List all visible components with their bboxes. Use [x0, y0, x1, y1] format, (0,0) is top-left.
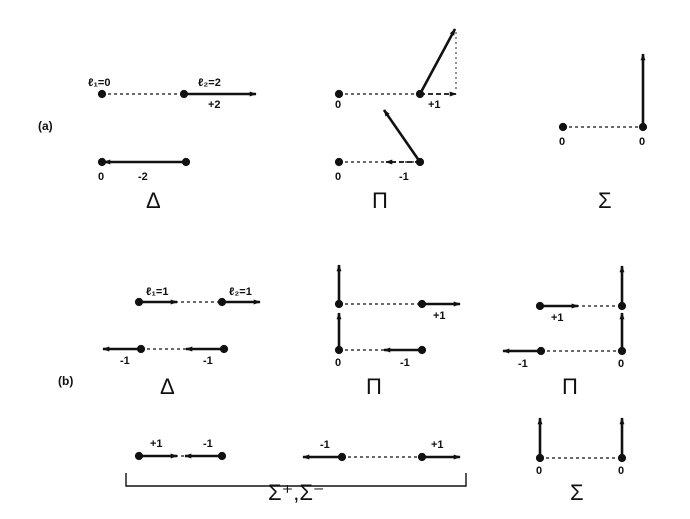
label-l1-eq-0: ℓ₁=0	[88, 77, 110, 89]
label-plus1: +1	[433, 310, 446, 322]
symbol-pi: Π	[372, 188, 388, 213]
label-minus1: -1	[400, 357, 410, 369]
vector-tilted-up	[418, 28, 457, 95]
label-zero: 0	[335, 357, 341, 369]
delta-a-group: ℓ₁=0 ℓ₂=2 +2 0 -2 Δ	[88, 77, 257, 213]
label-plus1: +1	[431, 439, 444, 451]
label-zero: 0	[335, 171, 341, 183]
sigma-b-group: 0 0 Σ	[535, 417, 627, 505]
label-minus1: -1	[120, 355, 130, 367]
label-plus1: +1	[428, 99, 441, 111]
nucleus-dot	[97, 89, 107, 99]
label-plus2: +2	[208, 99, 221, 111]
label-plus1: +1	[551, 312, 564, 324]
symbol-sigma: Σ	[598, 188, 612, 213]
symbol-pi: Π	[366, 374, 382, 399]
symbol-delta: Δ	[146, 188, 161, 213]
label-minus1: -1	[203, 355, 213, 367]
label-zero: 0	[639, 136, 645, 148]
nucleus-dot	[334, 89, 344, 99]
grouping-bracket	[125, 473, 467, 487]
delta-b-group: ℓ₁=1 ℓ₂=1 -1 -1 Δ	[102, 286, 261, 399]
nucleus-dot	[334, 157, 344, 167]
pi-a-group: 0 +1 0 -1 Π	[334, 28, 457, 213]
label-l2-eq-1: ℓ₂=1	[229, 286, 252, 298]
label-l2-eq-2: ℓ₂=2	[198, 77, 221, 89]
pi-b1-group: +1 0 -1 Π	[334, 264, 461, 399]
symbol-sigma-pair: Σ⁺,Σ⁻	[268, 480, 325, 505]
label-minus2: -2	[138, 171, 148, 183]
panel-label-a: (a)	[38, 119, 53, 133]
label-minus1: -1	[320, 439, 330, 451]
label-zero: 0	[536, 465, 542, 477]
symbol-sigma: Σ	[570, 480, 584, 505]
label-minus1: -1	[203, 438, 213, 450]
symbol-pi: Π	[562, 374, 578, 399]
sigma-pm-group: +1 -1 -1 +1 Σ⁺,Σ⁻	[125, 438, 467, 505]
label-minus1: -1	[518, 358, 528, 370]
label-zero: 0	[618, 358, 624, 370]
label-l1-eq-1: ℓ₁=1	[146, 286, 168, 298]
label-zero: 0	[98, 171, 104, 183]
panel-label-b: (b)	[58, 374, 73, 388]
sigma-a-group: 0 0 Σ	[558, 53, 648, 213]
nucleus-dot	[558, 122, 568, 132]
symbol-delta: Δ	[160, 374, 175, 399]
vector-tilted-left	[382, 109, 422, 163]
label-zero: 0	[559, 136, 565, 148]
label-plus1: +1	[150, 438, 163, 450]
label-zero: 0	[335, 99, 341, 111]
label-minus1: -1	[399, 171, 409, 183]
pi-b2-group: +1 -1 0 Π	[502, 265, 627, 399]
label-zero: 0	[618, 465, 624, 477]
